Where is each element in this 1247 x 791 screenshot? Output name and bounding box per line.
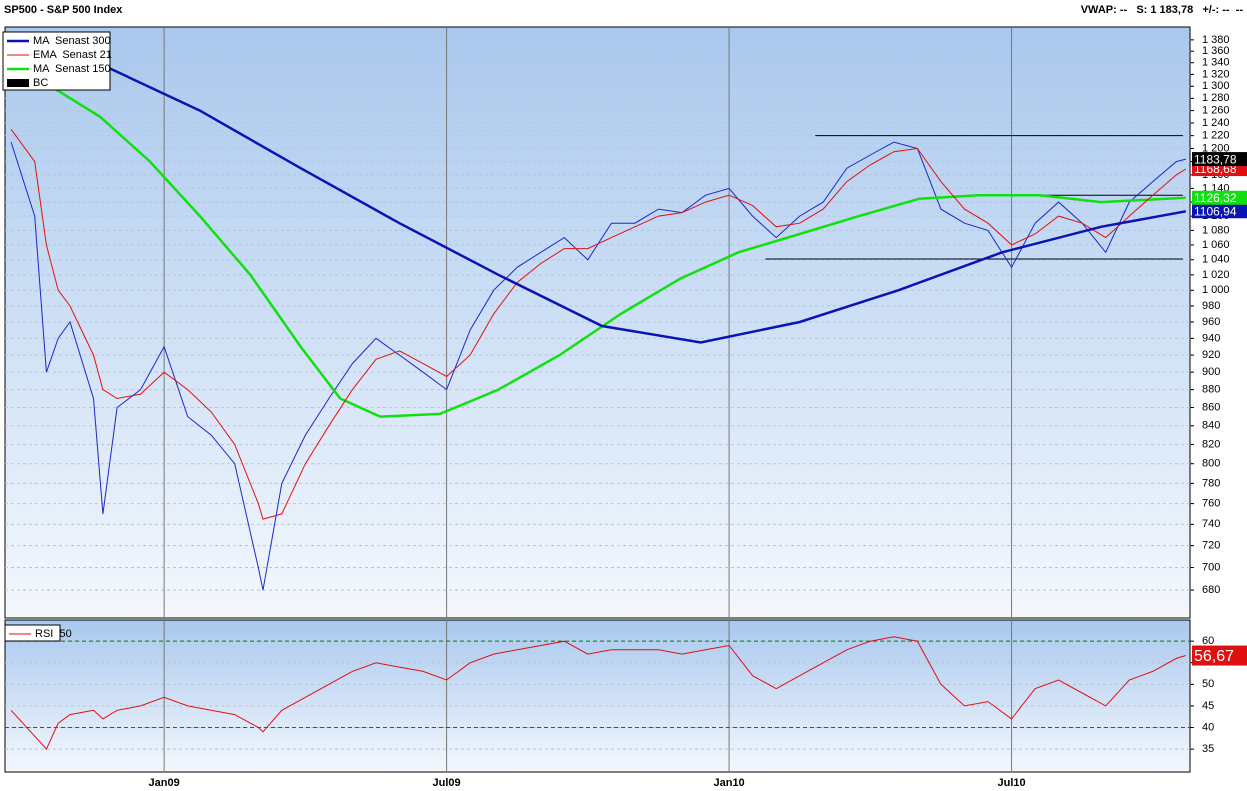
y-tick-label: 920 bbox=[1202, 349, 1220, 361]
legend-box bbox=[4, 624, 61, 642]
y-tick-label: 840 bbox=[1202, 420, 1220, 432]
x-tick-label: Jan09 bbox=[149, 777, 180, 789]
value-label: 1106,94 bbox=[1194, 204, 1237, 218]
series-line bbox=[10, 141, 1186, 591]
header-title: SP500 - S&P 500 Index bbox=[4, 4, 123, 16]
series-line bbox=[10, 636, 1186, 750]
x-tick-label: Jul09 bbox=[433, 777, 461, 789]
legend-label: MA Senast 300 bbox=[33, 35, 111, 47]
series-line bbox=[109, 67, 1187, 344]
value-label-box bbox=[1192, 204, 1247, 219]
y-tick-label: 860 bbox=[1202, 401, 1220, 413]
value-label: 1183,78 bbox=[1194, 152, 1237, 166]
y-tick-label: 1 020 bbox=[1202, 269, 1230, 281]
rsi-panel bbox=[4, 619, 1191, 773]
y-tick-label: 1 220 bbox=[1202, 130, 1230, 142]
x-tick-label: Jul10 bbox=[997, 777, 1025, 789]
y-tick-label: 900 bbox=[1202, 366, 1220, 378]
y-tick-label: 60 bbox=[1202, 635, 1214, 647]
y-tick-label: 45 bbox=[1202, 700, 1214, 712]
y-tick-label: 960 bbox=[1202, 316, 1220, 328]
y-tick-label: 1 040 bbox=[1202, 254, 1230, 266]
y-tick-label: 740 bbox=[1202, 518, 1220, 530]
y-tick-label: 680 bbox=[1202, 584, 1220, 596]
y-tick-label: 1 380 bbox=[1202, 34, 1230, 46]
legend-label: BC bbox=[33, 77, 48, 89]
y-tick-label: 820 bbox=[1202, 438, 1220, 450]
y-tick-label: 720 bbox=[1202, 540, 1220, 552]
y-tick-label: 700 bbox=[1202, 561, 1220, 573]
y-tick-label: 780 bbox=[1202, 477, 1220, 489]
y-tick-label: 40 bbox=[1202, 721, 1214, 733]
y-tick-label: 760 bbox=[1202, 498, 1220, 510]
y-tick-label: 800 bbox=[1202, 458, 1220, 470]
value-label: 56,67 bbox=[1194, 648, 1234, 665]
y-tick-label: 1 340 bbox=[1202, 57, 1230, 69]
y-tick-label: 1 060 bbox=[1202, 239, 1230, 251]
y-tick-label: 50 bbox=[1202, 678, 1214, 690]
legend-swatch bbox=[7, 79, 29, 87]
x-tick-label: Jan10 bbox=[713, 777, 744, 789]
y-tick-label: 1 360 bbox=[1202, 45, 1230, 57]
y-tick-label: 1 260 bbox=[1202, 104, 1230, 116]
legend-label: MA Senast 150 bbox=[33, 63, 111, 75]
plot-area bbox=[5, 620, 1190, 772]
y-tick-label: 1 280 bbox=[1202, 92, 1230, 104]
value-label: 1126,32 bbox=[1194, 191, 1237, 205]
y-tick-label: 880 bbox=[1202, 384, 1220, 396]
series-line bbox=[5, 58, 1186, 418]
y-tick-label: 1 200 bbox=[1202, 142, 1230, 154]
legend-label: EMA Senast 21 bbox=[33, 49, 112, 61]
y-tick-label: 35 bbox=[1202, 743, 1214, 755]
y-tick-label: 1 000 bbox=[1202, 284, 1230, 296]
value-label-box bbox=[1192, 190, 1247, 205]
y-tick-label: 1 240 bbox=[1202, 117, 1230, 129]
header-stats: VWAP: -- S: 1 183,78 +/-: -- -- bbox=[1081, 4, 1244, 16]
y-tick-label: 980 bbox=[1202, 300, 1220, 312]
plot-area bbox=[5, 27, 1190, 618]
y-tick-label: 1 300 bbox=[1202, 80, 1230, 92]
series-line bbox=[10, 129, 1187, 520]
y-tick-label: 940 bbox=[1202, 332, 1220, 344]
y-tick-label: 1 320 bbox=[1202, 68, 1230, 80]
value-label-box bbox=[1192, 152, 1247, 167]
legend-label: RSI 50 bbox=[35, 628, 72, 640]
value-label-box bbox=[1192, 645, 1247, 666]
y-tick-label: 1 080 bbox=[1202, 224, 1230, 236]
